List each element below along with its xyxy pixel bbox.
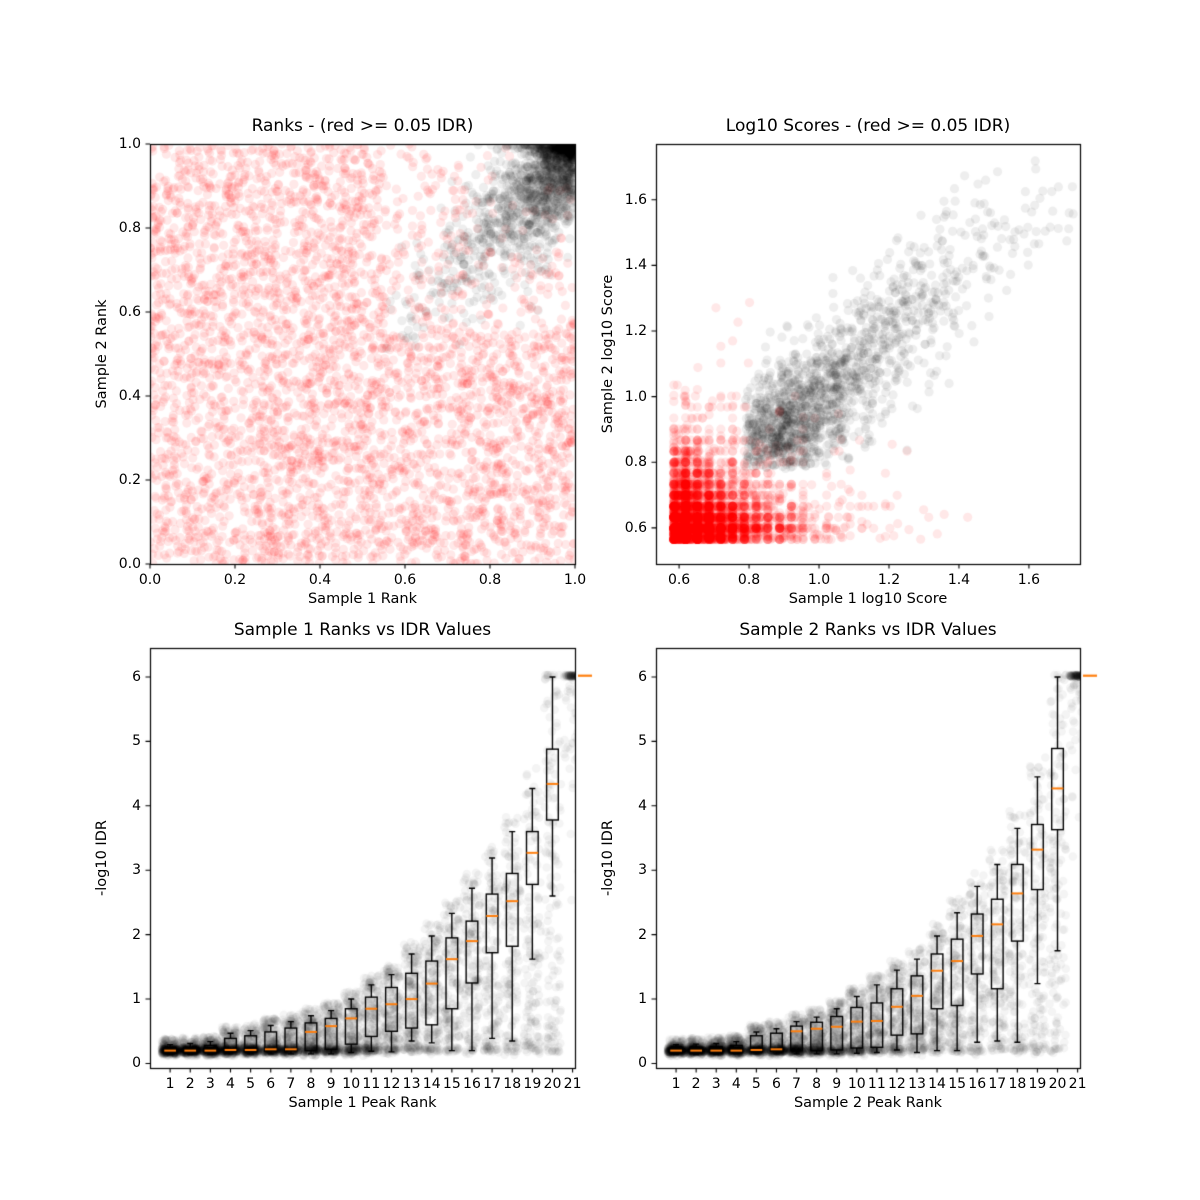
y-tick-label: 0 [638, 1055, 647, 1072]
scores-scatter-xlabel: Sample 1 log10 Score [788, 591, 948, 607]
x-tick-label: 1.4 [947, 572, 971, 588]
x-tick-label: 21 [563, 1076, 582, 1092]
x-tick-label: 11 [867, 1076, 886, 1092]
x-tick-label: 6 [266, 1076, 276, 1092]
x-tick-label: 5 [246, 1076, 256, 1092]
y-tick-label: 0.2 [118, 472, 141, 488]
x-tick-label: 9 [326, 1076, 336, 1092]
x-tick-label: 0.8 [478, 572, 502, 588]
y-tick-label: 1.0 [624, 388, 647, 405]
y-tick-label: 3 [638, 862, 647, 879]
x-tick-label: 0.4 [308, 572, 332, 588]
x-tick-label: 16 [968, 1076, 987, 1092]
y-tick-label: 6 [132, 668, 141, 685]
sample1-boxplot-title: Sample 1 Ranks vs IDR Values [233, 620, 492, 640]
x-tick-label: 0.2 [223, 572, 247, 588]
sample1-boxplot-ylabel: -log10 IDR [94, 820, 110, 896]
x-tick-label: 1.6 [1017, 572, 1041, 588]
y-tick-label: 2 [638, 926, 647, 943]
x-tick-label: 10 [847, 1076, 866, 1092]
y-tick-label: 6 [638, 668, 647, 685]
y-tick-label: 0 [132, 1055, 141, 1072]
x-tick-label: 1.0 [563, 572, 587, 588]
x-tick-label: 9 [832, 1076, 842, 1092]
x-tick-label: 8 [812, 1076, 822, 1092]
x-tick-label: 18 [1008, 1076, 1027, 1092]
ranks-scatter-title: Ranks - (red >= 0.05 IDR) [251, 116, 474, 136]
x-tick-label: 2 [185, 1076, 195, 1092]
x-tick-label: 21 [1068, 1076, 1087, 1092]
x-tick-label: 3 [205, 1076, 215, 1092]
y-tick-label: 4 [132, 797, 141, 814]
x-tick-label: 5 [751, 1076, 761, 1092]
y-tick-label: 1 [132, 991, 141, 1008]
y-tick-label: 0.6 [118, 304, 141, 320]
x-tick-label: 17 [988, 1076, 1007, 1092]
x-tick-label: 0.8 [737, 572, 761, 588]
x-tick-label: 6 [771, 1076, 781, 1092]
x-tick-label: 20 [543, 1076, 562, 1092]
x-tick-label: 7 [792, 1076, 801, 1092]
x-tick-label: 12 [382, 1076, 401, 1092]
x-tick-label: 7 [286, 1076, 296, 1092]
x-tick-label: 3 [711, 1076, 721, 1092]
x-tick-label: 2 [691, 1076, 701, 1092]
x-tick-label: 13 [908, 1076, 926, 1092]
x-tick-label: 0.0 [138, 572, 162, 588]
x-tick-label: 14 [928, 1076, 946, 1092]
x-tick-label: 4 [731, 1076, 741, 1092]
x-tick-label: 16 [463, 1076, 481, 1092]
x-tick-label: 19 [1028, 1076, 1047, 1092]
ranks-scatter-xlabel: Sample 1 Rank [307, 591, 418, 607]
sample1-boxplot-xlabel: Sample 1 Peak Rank [288, 1095, 437, 1111]
x-tick-label: 0.6 [393, 572, 417, 588]
y-tick-label: 1 [638, 991, 647, 1008]
x-tick-label: 19 [523, 1076, 542, 1092]
x-tick-label: 17 [483, 1076, 501, 1092]
x-tick-label: 18 [503, 1076, 522, 1092]
y-tick-label: 0.4 [118, 388, 141, 404]
y-tick-label: 2 [132, 926, 141, 943]
sample2-boxplot-ylabel: -log10 IDR [600, 820, 616, 896]
x-tick-label: 13 [402, 1076, 421, 1092]
y-tick-label: 0.8 [118, 220, 141, 236]
x-tick-label: 11 [362, 1076, 381, 1092]
y-tick-label: 1.6 [624, 191, 647, 208]
y-tick-label: 1.4 [624, 257, 647, 274]
x-tick-label: 15 [948, 1076, 967, 1092]
x-tick-label: 10 [342, 1076, 361, 1092]
x-tick-label: 1 [165, 1076, 175, 1092]
x-tick-label: 12 [887, 1076, 906, 1092]
x-tick-label: 8 [306, 1076, 316, 1092]
y-tick-label: 0.0 [118, 556, 141, 572]
x-tick-label: 4 [226, 1076, 235, 1092]
scores-scatter-title: Log10 Scores - (red >= 0.05 IDR) [725, 116, 1011, 136]
x-tick-label: 1 [671, 1076, 681, 1092]
y-tick-label: 3 [132, 862, 141, 879]
x-tick-label: 1.2 [877, 572, 901, 588]
x-tick-label: 0.6 [667, 572, 691, 588]
y-tick-label: 4 [638, 797, 647, 814]
scores-scatter-ylabel: Sample 2 log10 Score [600, 274, 616, 434]
x-tick-label: 15 [442, 1076, 461, 1092]
y-tick-label: 5 [132, 733, 141, 750]
x-tick-label: 1.0 [807, 572, 831, 588]
ranks-scatter-ylabel: Sample 2 Rank [94, 299, 110, 409]
y-tick-label: 5 [638, 733, 647, 750]
y-tick-label: 0.6 [624, 519, 647, 536]
x-tick-label: 20 [1048, 1076, 1067, 1092]
x-tick-label: 14 [422, 1076, 441, 1092]
sample2-boxplot-title: Sample 2 Ranks vs IDR Values [739, 620, 997, 640]
y-tick-label: 1.0 [118, 136, 141, 152]
sample2-boxplot-xlabel: Sample 2 Peak Rank [793, 1095, 943, 1111]
y-tick-label: 1.2 [624, 323, 647, 340]
y-tick-label: 0.8 [624, 454, 647, 471]
